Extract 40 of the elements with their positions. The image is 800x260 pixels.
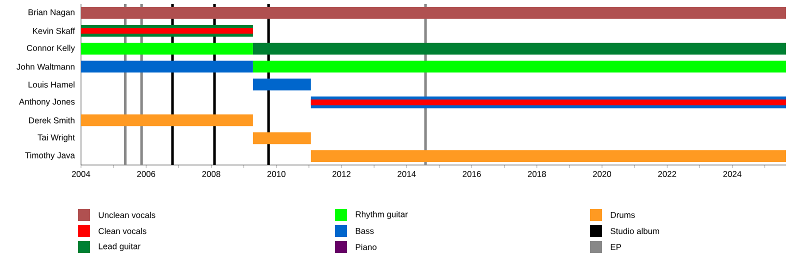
legend-label: Rhythm guitar — [356, 211, 408, 219]
bar — [252, 42, 786, 55]
legend-label: Drums — [610, 212, 635, 218]
legend-label: Unclean vocals — [98, 212, 156, 218]
y-tick-label: Kevin Skaff — [32, 28, 75, 34]
bar — [252, 78, 311, 90]
y-tick-label: Anthony Jones — [18, 98, 75, 106]
bar — [81, 60, 253, 73]
y-tick-label: Connor Kelly — [26, 44, 75, 53]
y-tick-label: Brian Nagan — [28, 9, 74, 17]
y-tick-label: John Waltmann — [16, 64, 74, 70]
x-tick-label: 2016 — [462, 171, 481, 178]
y-tick-label: Timothy Java — [25, 152, 75, 160]
bar — [310, 150, 786, 162]
bar — [81, 42, 253, 55]
legend-label: Piano — [356, 244, 377, 250]
y-tick-label: Tai Wright — [38, 134, 75, 142]
x-tick-label: 2024 — [723, 171, 742, 178]
legend-label: Lead guitar — [98, 243, 140, 251]
bar — [252, 132, 311, 144]
x-tick-label: 2006 — [137, 171, 156, 178]
bar — [81, 28, 253, 34]
bar — [81, 7, 786, 19]
x-tick-label: 2008 — [202, 171, 220, 178]
x-tick-label: 2004 — [72, 171, 90, 178]
x-tick-label: 2014 — [398, 171, 416, 178]
x-tick-label: 2012 — [332, 171, 350, 178]
x-tick-label: 2022 — [658, 171, 676, 178]
bar — [81, 114, 253, 126]
legend-label: EP — [610, 244, 622, 250]
bar — [310, 100, 786, 106]
x-tick-label: 2010 — [267, 171, 286, 178]
bar — [252, 60, 786, 73]
legend-label: Clean vocals — [98, 228, 146, 234]
x-tick-label: 2018 — [528, 171, 546, 178]
y-tick-label: Derek Smith — [29, 117, 74, 124]
legend-label: Bass — [356, 228, 374, 234]
legend-label: Studio album — [610, 228, 660, 234]
y-tick-label: Louis Hamel — [28, 81, 74, 88]
x-tick-label: 2020 — [593, 171, 612, 178]
